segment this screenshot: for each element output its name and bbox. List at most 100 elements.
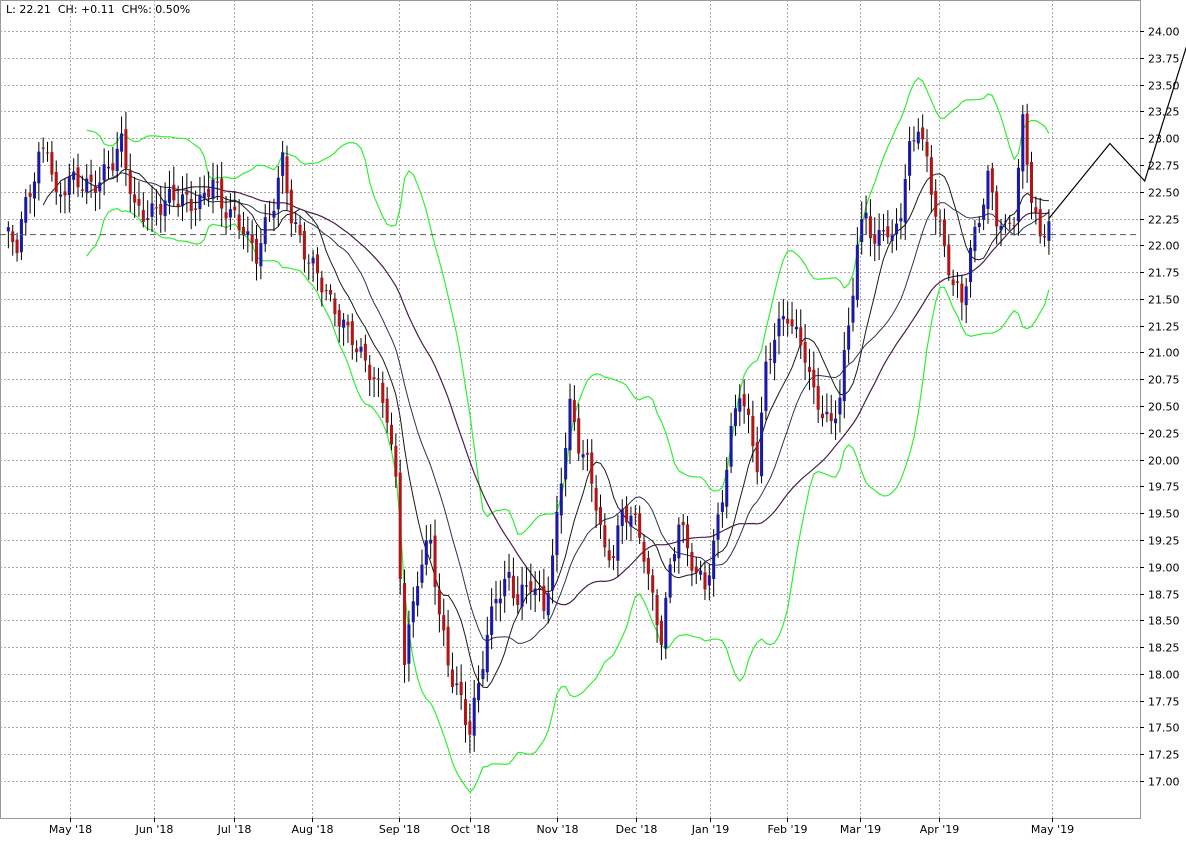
x-tick-label: Oct '18 (451, 823, 491, 836)
candle-up (899, 218, 903, 222)
candle-up (1021, 114, 1025, 172)
candle-up (842, 350, 846, 402)
candle-up (551, 555, 555, 591)
candle-up (977, 223, 981, 227)
candle-up (490, 606, 494, 635)
candle-up (32, 181, 37, 199)
candle-down (873, 234, 877, 244)
candle-up (969, 247, 973, 283)
candle-down (951, 279, 955, 286)
x-tick-label: Jul '18 (217, 823, 252, 836)
candle-up (272, 210, 276, 218)
candle-down (1038, 209, 1042, 237)
candle-up (424, 540, 428, 565)
candle-down (598, 507, 603, 525)
x-tick-label: Jun '18 (135, 823, 174, 836)
candle-down (241, 226, 245, 236)
candle-up (847, 325, 851, 350)
candle-up (825, 411, 829, 415)
candle-up (72, 171, 76, 180)
candle-up (85, 178, 89, 193)
candle-down (638, 513, 642, 538)
candle-down (46, 152, 50, 154)
y-tick-label: 20.00 (1148, 455, 1180, 468)
candle-up (794, 326, 798, 330)
candle-up (851, 295, 855, 323)
candle-up (781, 316, 785, 320)
candle-up (707, 575, 711, 586)
candle-up (620, 509, 624, 526)
projection-line (1048, 46, 1186, 219)
bollinger-bands (86, 77, 1050, 794)
candle-down (603, 525, 607, 548)
moving-average-long (173, 186, 1049, 606)
y-tick-label: 24.00 (1148, 26, 1180, 39)
y-tick-label: 22.75 (1148, 160, 1180, 173)
y-tick-label: 21.50 (1148, 294, 1180, 307)
candle-down (612, 556, 616, 558)
candle-down (355, 348, 359, 353)
candle-down (89, 174, 93, 182)
candle-down (868, 216, 872, 239)
candle-up (568, 398, 572, 451)
candle-up (564, 448, 568, 480)
candle-down (655, 594, 659, 626)
candle-down (124, 129, 128, 169)
candle-up (964, 286, 968, 306)
candle-down (1012, 225, 1016, 227)
candle-down (41, 147, 45, 149)
candle-down (50, 152, 54, 175)
candle-down (786, 318, 790, 324)
candle-up (986, 170, 990, 209)
candle-down (816, 386, 820, 410)
candle-down (694, 566, 698, 573)
candle-up (311, 257, 315, 264)
candle-up (733, 408, 737, 426)
candle-down (254, 238, 259, 264)
candle-down (812, 369, 816, 388)
y-tick-label: 22.25 (1148, 214, 1180, 227)
x-tick-label: Apr '19 (920, 823, 960, 836)
candle-up (263, 217, 267, 245)
x-tick-label: Feb '19 (768, 823, 808, 836)
candle-down (80, 189, 84, 191)
candle-down (372, 377, 376, 380)
candle-down (925, 141, 929, 157)
y-tick-label: 23.50 (1148, 80, 1180, 93)
candle-up (559, 483, 563, 516)
candle-down (250, 234, 254, 244)
candle-down (363, 343, 367, 361)
y-tick-label: 22.00 (1148, 240, 1180, 253)
y-tick-label: 18.50 (1148, 615, 1180, 628)
candle-down (790, 319, 794, 327)
candle-down (398, 472, 402, 580)
candle-down (442, 615, 446, 631)
candle-up (24, 197, 28, 223)
x-tick-label: Jan '19 (691, 823, 729, 836)
candle-down (337, 310, 341, 327)
y-tick-label: 19.00 (1148, 562, 1180, 575)
candle-down (516, 594, 520, 606)
candle-up (477, 683, 481, 701)
candle-up (864, 212, 868, 219)
candle-down (450, 669, 454, 687)
candle-up (729, 425, 733, 467)
candle-down (324, 290, 328, 292)
candle-up (503, 578, 507, 597)
candle-down (625, 505, 629, 523)
candle-down (159, 204, 163, 215)
candle-down (446, 626, 450, 666)
candle-down (955, 281, 960, 283)
moving-average-mid (86, 172, 1050, 644)
candle-down (329, 289, 333, 295)
candle-up (895, 223, 899, 235)
candle-up (498, 598, 502, 604)
candle-down (185, 191, 189, 195)
candle-up (912, 140, 916, 142)
candle-down (585, 452, 589, 455)
candle-down (63, 191, 67, 196)
candle-down (76, 167, 80, 188)
overlays (0, 46, 1186, 236)
